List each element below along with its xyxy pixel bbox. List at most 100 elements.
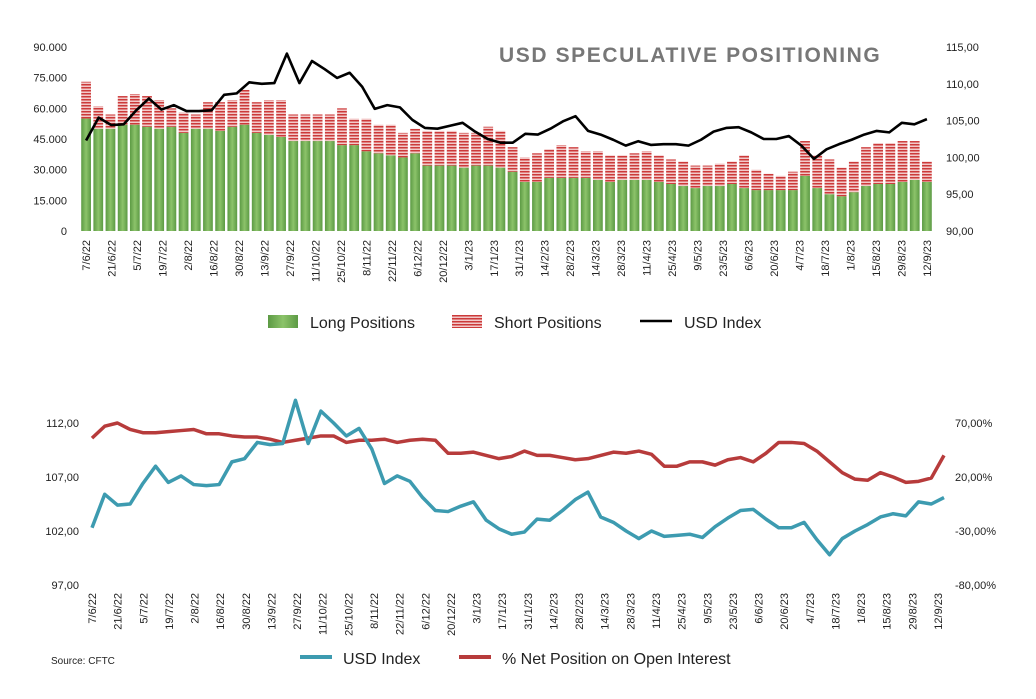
long-bar xyxy=(385,155,396,231)
top-x-tick-label: 22/11/22 xyxy=(387,240,399,282)
top-x-tick-label: 27/9/22 xyxy=(285,240,297,277)
bottom-x-tick-label: 23/5/23 xyxy=(728,593,740,630)
bottom-x-tick-label: 15/8/23 xyxy=(882,593,894,630)
short-bar xyxy=(190,114,201,129)
top-right-tick-label: 110,00 xyxy=(946,79,979,91)
bottom-right-axis-ticks: -80,00% -30,00% 20,00% 70,00% xyxy=(955,418,996,592)
long-bar xyxy=(495,167,506,231)
long-bar xyxy=(81,118,91,231)
top-left-tick-label: 45.000 xyxy=(33,134,67,146)
short-bar xyxy=(458,132,469,168)
long-bar xyxy=(129,124,140,231)
bottom-x-tick-label: 6/6/23 xyxy=(754,593,766,624)
top-right-tick-label: 100,00 xyxy=(946,152,980,164)
top-left-tick-label: 90.000 xyxy=(33,42,67,54)
usd-index-line-top xyxy=(84,52,928,161)
top-left-tick-label: 75.000 xyxy=(33,73,67,85)
top-x-tick-label: 17/1/23 xyxy=(489,240,501,277)
long-bar xyxy=(215,130,226,231)
short-bar xyxy=(909,141,920,180)
top-x-tick-label: 7/6/22 xyxy=(81,240,93,271)
short-bar xyxy=(922,161,932,182)
top-x-tick-label: 29/8/23 xyxy=(896,240,908,277)
short-bar xyxy=(227,100,238,127)
bottom-right-tick-label: -30,00% xyxy=(955,526,996,538)
long-bar xyxy=(288,141,299,231)
long-bar xyxy=(873,183,884,231)
short-bar xyxy=(349,118,360,146)
short-bar xyxy=(312,114,323,142)
bottom-x-tick-label: 9/5/23 xyxy=(702,593,714,624)
usd-index-line-bottom xyxy=(90,398,945,557)
short-bar xyxy=(495,130,506,168)
short-bar xyxy=(81,81,91,119)
bottom-x-tick-label: 25/4/23 xyxy=(677,593,689,630)
long-bar xyxy=(739,188,749,231)
short-bar xyxy=(434,130,445,166)
top-x-axis-ticks: 7/6/22 21/6/22 5/7/22 19/7/22 2/8/22 16/8/22 3… xyxy=(81,240,934,283)
short-bar xyxy=(129,94,140,125)
long-bar xyxy=(398,157,408,231)
bottom-x-tick-label: 3/1/23 xyxy=(472,593,484,624)
short-bar xyxy=(629,153,640,180)
short-bar xyxy=(361,118,372,152)
top-x-tick-label: 14/3/23 xyxy=(591,240,603,277)
top-x-tick-label: 23/5/23 xyxy=(718,240,730,277)
long-bar xyxy=(373,153,384,231)
long-bar xyxy=(824,194,835,231)
long-bar xyxy=(203,128,213,231)
short-bar xyxy=(239,89,250,125)
top-right-axis-ticks: 90,00 95,00 100,00 105,00 110,00 115,00 xyxy=(946,42,980,238)
bottom-x-tick-label: 31/1/23 xyxy=(523,593,535,630)
long-bar xyxy=(117,124,128,231)
short-bar xyxy=(727,161,737,184)
top-x-tick-label: 11/4/23 xyxy=(642,240,654,276)
bottom-x-tick-label: 8/11/22 xyxy=(369,593,381,629)
top-left-tick-label: 15.000 xyxy=(33,195,67,207)
long-bar xyxy=(458,167,469,231)
long-bar xyxy=(702,186,713,231)
top-x-tick-label: 12/9/23 xyxy=(922,240,934,277)
short-bar xyxy=(142,96,152,127)
long-bar xyxy=(617,179,628,231)
long-bar xyxy=(422,165,433,231)
long-bar xyxy=(812,188,823,231)
short-bar xyxy=(568,147,579,178)
short-bar xyxy=(203,102,213,129)
top-x-tick-label: 5/7/22 xyxy=(132,240,144,271)
short-bar xyxy=(471,132,481,166)
long-bar xyxy=(751,190,762,231)
bottom-x-tick-label: 2/8/22 xyxy=(190,593,202,624)
bottom-x-tick-label: 28/2/23 xyxy=(574,593,586,630)
short-bar xyxy=(641,151,652,180)
short-bar xyxy=(154,100,165,129)
legend-label-long: Long Positions xyxy=(310,315,415,332)
bottom-x-tick-label: 22/11/22 xyxy=(395,593,407,635)
short-bar xyxy=(812,155,823,189)
bottom-legend: USD Index % Net Position on Open Interes… xyxy=(300,651,731,668)
long-bar xyxy=(666,183,676,231)
short-bar xyxy=(836,167,847,197)
short-bar xyxy=(410,128,420,154)
short-bar xyxy=(324,114,335,142)
bottom-x-tick-label: 4/7/23 xyxy=(805,593,817,624)
bottom-right-tick-label: -80,00% xyxy=(955,580,996,592)
top-x-tick-label: 6/6/23 xyxy=(744,240,756,271)
short-bar xyxy=(897,141,908,182)
short-bar xyxy=(483,126,494,166)
long-bar xyxy=(605,181,615,231)
bottom-x-tick-label: 1/8/23 xyxy=(856,593,868,624)
long-bar xyxy=(154,128,165,231)
short-bar xyxy=(178,112,189,133)
long-bar xyxy=(410,153,420,231)
bottom-x-tick-label: 5/7/22 xyxy=(138,593,150,624)
bottom-x-tick-label: 17/1/23 xyxy=(497,593,509,630)
short-bar xyxy=(251,102,262,133)
short-bar xyxy=(848,161,859,193)
long-bar xyxy=(190,128,201,231)
legend-label-net-position: % Net Position on Open Interest xyxy=(502,651,731,668)
legend-label-usd-index: USD Index xyxy=(343,651,420,668)
top-legend: Long Positions Short Positions USD Index xyxy=(268,315,761,332)
bottom-x-tick-label: 21/6/22 xyxy=(113,593,125,630)
top-left-tick-label: 60.000 xyxy=(33,103,67,115)
